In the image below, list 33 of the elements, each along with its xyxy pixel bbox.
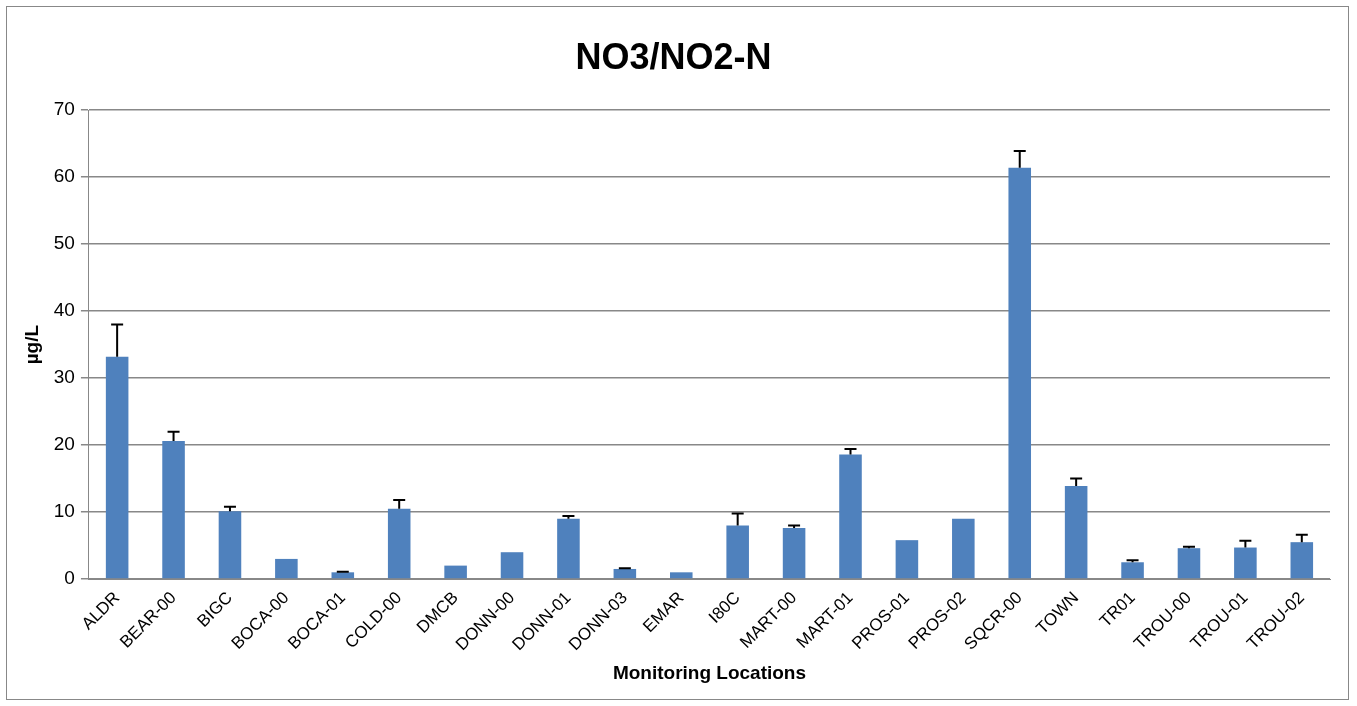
bar	[1177, 548, 1201, 579]
bar	[275, 558, 298, 579]
bar	[613, 568, 637, 579]
bar	[331, 572, 355, 579]
bar	[387, 508, 411, 579]
y-tick-label: 20	[53, 433, 75, 455]
bar	[1121, 562, 1144, 579]
y-tick-label: 30	[53, 366, 75, 388]
bar	[1064, 485, 1088, 579]
bar	[218, 511, 242, 579]
bar	[162, 441, 185, 579]
bar	[444, 565, 467, 579]
x-axis-title: Monitoring Locations	[612, 661, 807, 683]
y-axis-title: µg/L	[20, 324, 42, 365]
y-tick-label: 10	[53, 500, 75, 522]
bar	[726, 525, 749, 579]
bar	[839, 454, 862, 579]
bar	[1234, 547, 1257, 579]
bar	[1008, 167, 1032, 579]
bar	[952, 518, 975, 579]
y-tick-label: 40	[53, 299, 75, 321]
bar	[895, 540, 919, 579]
bar	[500, 552, 524, 579]
chart-title: NO3/NO2-N	[575, 35, 772, 77]
y-tick-label: 60	[53, 165, 75, 187]
y-tick-label: 50	[53, 232, 75, 254]
bar	[1290, 542, 1314, 579]
bar	[105, 356, 129, 579]
bar	[669, 572, 693, 579]
bar	[782, 528, 806, 579]
y-tick-label: 70	[53, 98, 75, 120]
y-tick-label: 0	[64, 567, 75, 589]
bar	[557, 518, 580, 579]
